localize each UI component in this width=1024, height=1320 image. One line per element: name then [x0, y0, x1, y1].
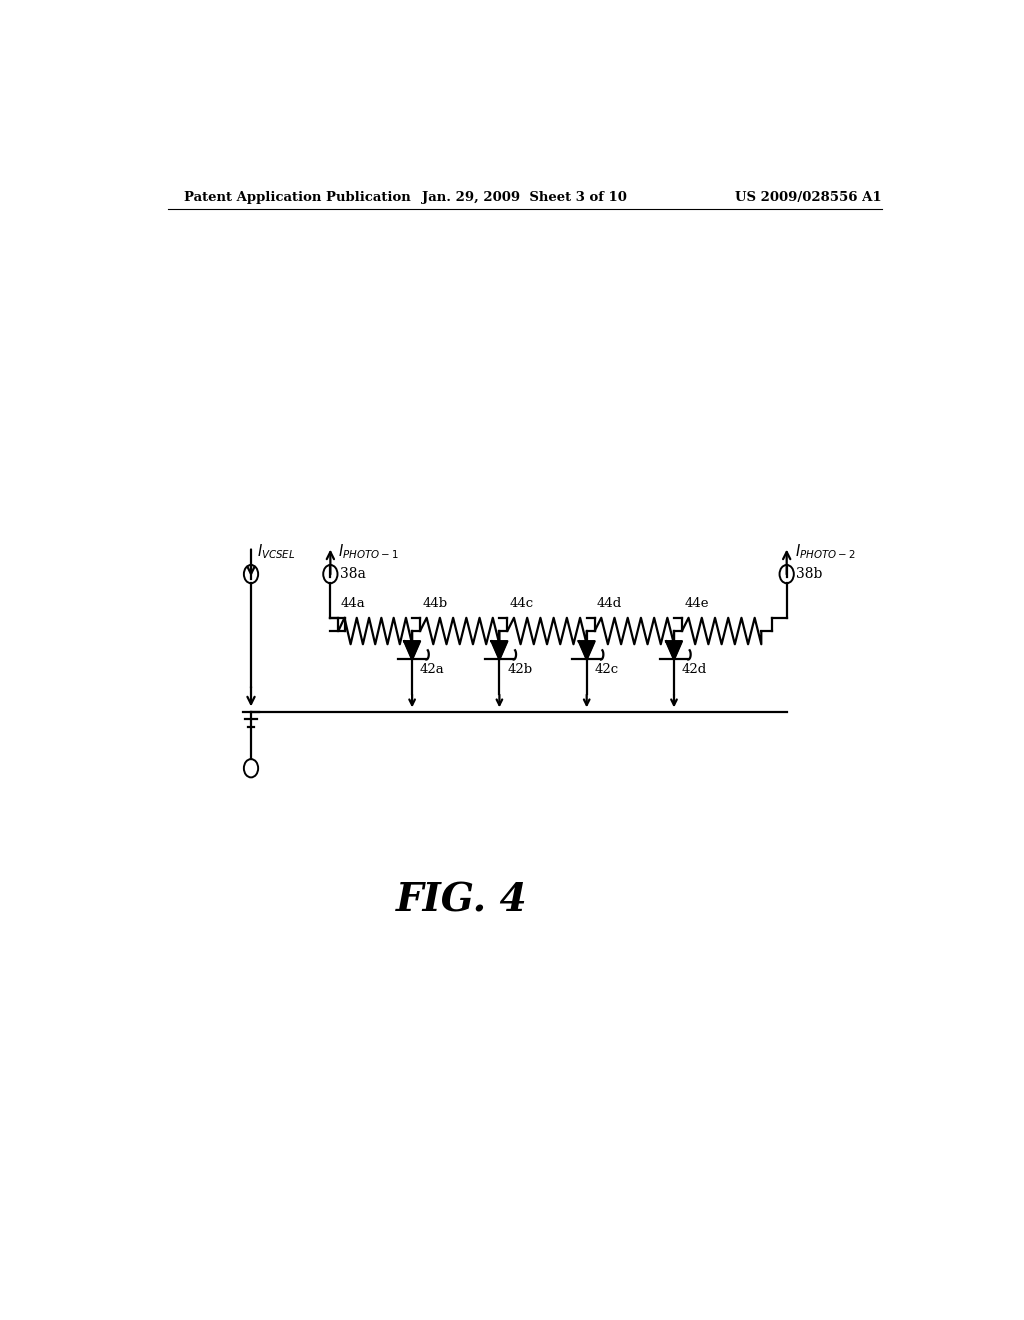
Text: 44d: 44d: [597, 597, 623, 610]
Text: 42a: 42a: [420, 663, 444, 676]
Text: FIG. 4: FIG. 4: [395, 882, 527, 919]
Text: 38b: 38b: [797, 568, 822, 581]
Text: 44a: 44a: [341, 597, 366, 610]
Text: US 2009/028556 A1: US 2009/028556 A1: [735, 190, 882, 203]
Text: 38a: 38a: [340, 568, 366, 581]
Text: 44e: 44e: [684, 597, 709, 610]
Polygon shape: [579, 642, 595, 660]
Text: Patent Application Publication: Patent Application Publication: [183, 190, 411, 203]
Text: 44b: 44b: [423, 597, 447, 610]
Text: 42c: 42c: [595, 663, 618, 676]
Polygon shape: [666, 642, 682, 660]
Text: 44c: 44c: [510, 597, 534, 610]
Polygon shape: [492, 642, 507, 660]
Text: 42d: 42d: [682, 663, 708, 676]
Text: $I_{PHOTO-2}$: $I_{PHOTO-2}$: [795, 543, 855, 561]
Text: Jan. 29, 2009  Sheet 3 of 10: Jan. 29, 2009 Sheet 3 of 10: [422, 190, 628, 203]
Text: 42b: 42b: [507, 663, 532, 676]
Polygon shape: [404, 642, 420, 660]
Text: $I_{PHOTO-1}$: $I_{PHOTO-1}$: [338, 543, 399, 561]
Text: $I_{VCSEL}$: $I_{VCSEL}$: [257, 543, 296, 561]
